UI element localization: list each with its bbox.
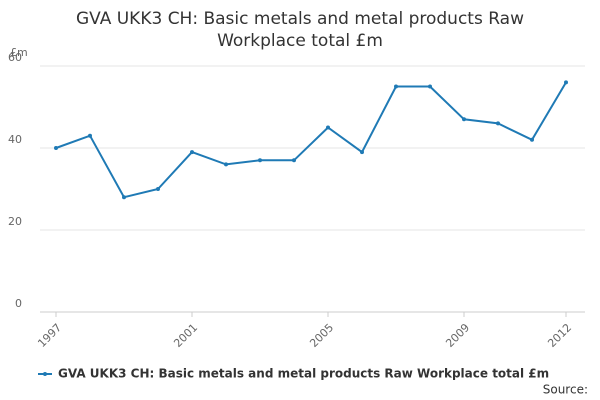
data-point — [428, 84, 432, 89]
y-tick-label: 0 — [15, 297, 22, 310]
data-point — [394, 84, 398, 89]
y-tick-label: 20 — [8, 215, 22, 228]
legend-label: GVA UKK3 CH: Basic metals and metal prod… — [58, 367, 549, 381]
data-point — [462, 117, 466, 122]
y-axis-label: £m — [10, 46, 28, 59]
x-tick-label: 2005 — [307, 321, 336, 350]
data-point — [54, 146, 58, 150]
data-point — [122, 195, 126, 200]
data-point — [564, 80, 568, 85]
data-point — [326, 125, 330, 130]
x-tick-label: 1997 — [35, 321, 64, 350]
data-point — [292, 158, 296, 163]
data-point — [496, 121, 500, 126]
data-point — [224, 162, 228, 167]
y-tick-label: 60 — [8, 51, 22, 64]
data-point — [88, 133, 92, 138]
data-point — [156, 187, 160, 191]
chart-title: GVA UKK3 CH: Basic metals and metal prod… — [75, 9, 524, 51]
data-point — [190, 150, 194, 155]
x-tick-label: 2009 — [443, 321, 472, 350]
x-tick-label: 2012 — [545, 321, 574, 350]
x-tick-label: 2001 — [171, 321, 200, 350]
data-point — [360, 150, 364, 155]
y-tick-label: 40 — [8, 133, 22, 146]
data-point — [258, 158, 262, 163]
legend-marker — [43, 372, 47, 376]
series-line — [55, 81, 567, 199]
data-point — [530, 137, 534, 142]
source: Source: — [543, 383, 588, 397]
